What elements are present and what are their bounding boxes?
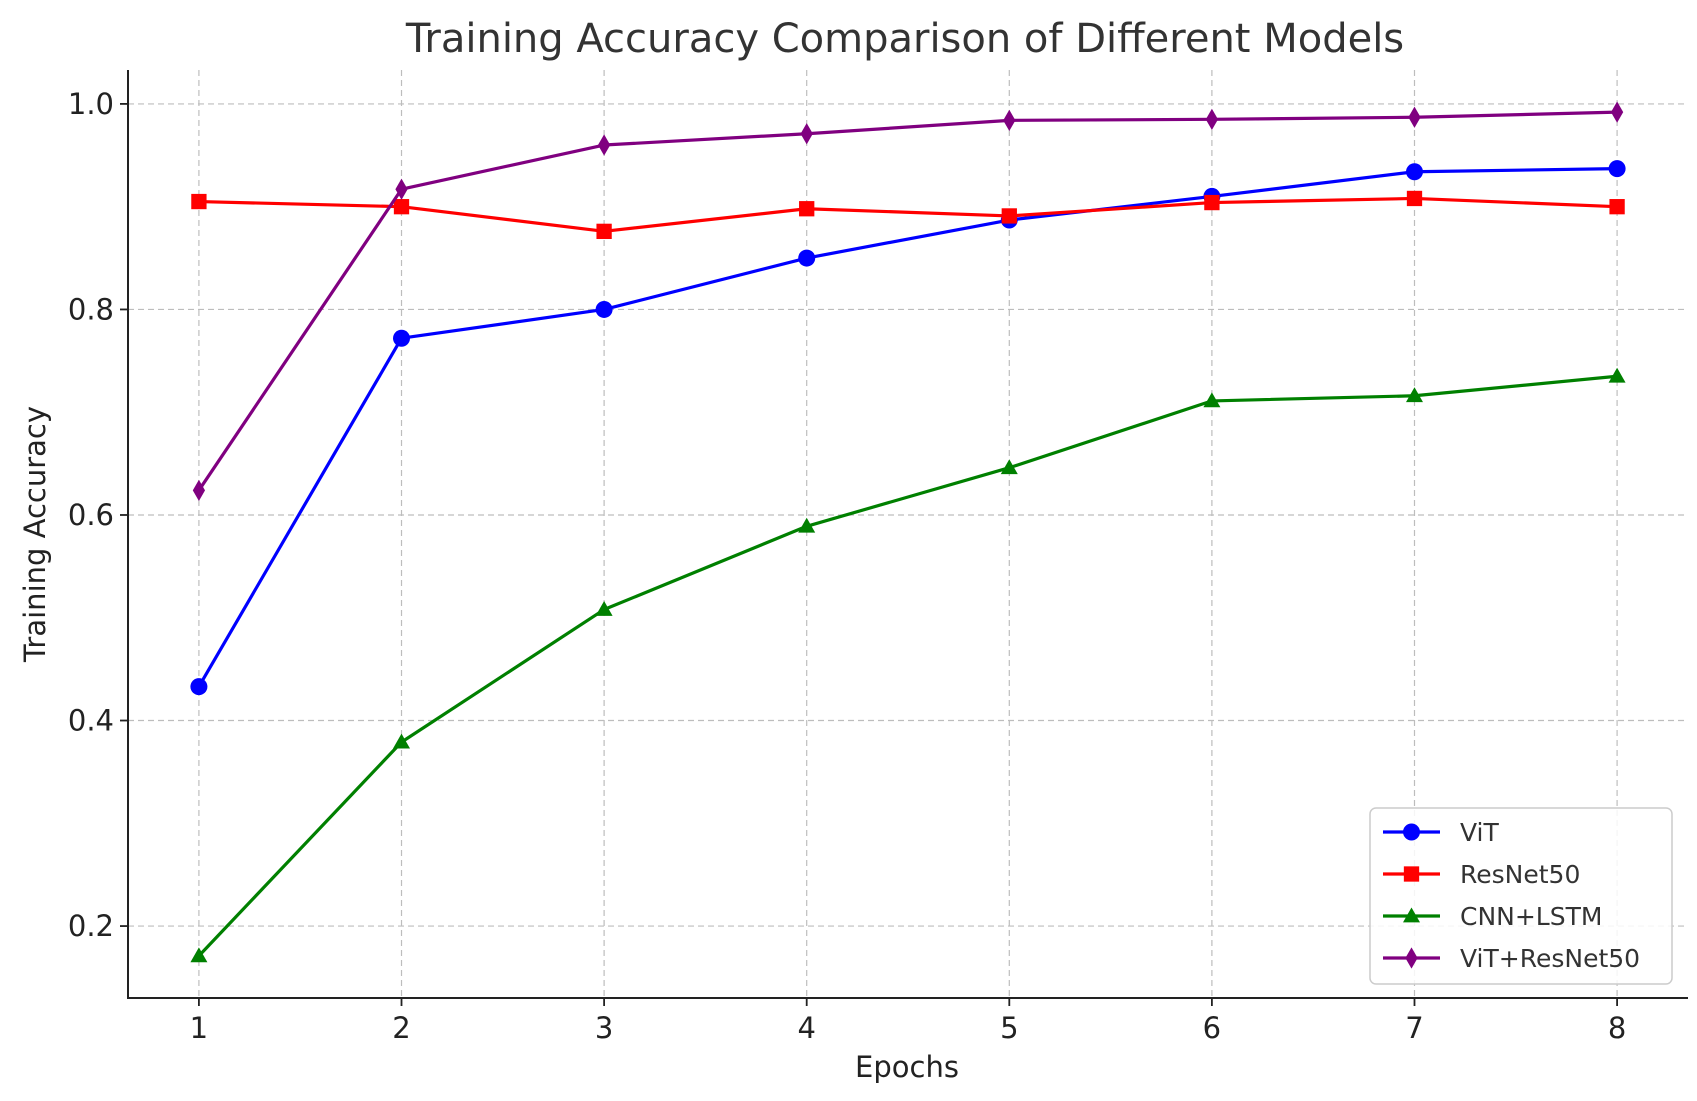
data-point-vit-resnet50 xyxy=(1003,109,1016,131)
data-point-cnn-lstm xyxy=(1000,459,1018,475)
data-point-cnn-lstm xyxy=(190,947,208,963)
data-point-cnn-lstm xyxy=(595,601,613,616)
grid xyxy=(128,70,1688,998)
x-tick-label: 6 xyxy=(1203,1011,1221,1045)
data-point-resnet50 xyxy=(191,193,207,210)
data-point-vit-resnet50 xyxy=(395,178,408,200)
data-point-vit xyxy=(1608,160,1626,178)
data-point-vit-resnet50 xyxy=(597,134,611,156)
legend-label: ResNet50 xyxy=(1460,860,1580,889)
x-axis-label: Epochs xyxy=(855,1050,959,1084)
data-point-vit-resnet50 xyxy=(1610,101,1624,123)
data-point-cnn-lstm xyxy=(1405,387,1423,403)
data-point-vit xyxy=(393,329,411,347)
legend-marker-resnet50 xyxy=(1403,866,1420,882)
legend-label: ViT xyxy=(1460,818,1499,847)
data-point-vit-resnet50 xyxy=(1408,106,1421,128)
x-tick-label: 7 xyxy=(1405,1011,1423,1045)
data-point-cnn-lstm xyxy=(393,733,411,749)
legend-item-vit-resnet50: ViT+ResNet50 xyxy=(1383,944,1640,973)
legend-item-vit: ViT xyxy=(1383,818,1499,847)
x-tick-label: 4 xyxy=(797,1011,815,1045)
legend-label: CNN+LSTM xyxy=(1460,902,1602,931)
x-tick-label: 5 xyxy=(1000,1011,1018,1045)
data-point-vit xyxy=(595,300,613,318)
data-point-resnet50 xyxy=(393,199,410,215)
data-point-vit xyxy=(798,249,816,267)
series-vit xyxy=(190,160,1626,696)
data-point-resnet50 xyxy=(799,201,815,217)
data-point-vit xyxy=(190,678,208,696)
y-tick-label: 0.8 xyxy=(68,292,114,326)
series-resnet50 xyxy=(191,190,1625,239)
legend-marker-cnn-lstm xyxy=(1403,907,1420,923)
series-line-vit xyxy=(197,167,1618,688)
legend-item-resnet50: ResNet50 xyxy=(1383,860,1580,889)
data-point-cnn-lstm xyxy=(798,517,816,533)
series-line-cnn-lstm xyxy=(197,374,1618,957)
series-cnn-lstm xyxy=(190,367,1626,963)
data-point-cnn-lstm xyxy=(1203,392,1221,408)
x-tick-label: 3 xyxy=(595,1011,613,1045)
legend-marker-vit-resnet50 xyxy=(1405,947,1418,969)
y-tick-label: 0.2 xyxy=(68,909,114,943)
x-tick-label: 2 xyxy=(392,1011,410,1045)
data-point-resnet50 xyxy=(596,223,612,239)
y-tick-label: 1.0 xyxy=(68,87,114,121)
legend-marker-vit xyxy=(1403,823,1420,841)
data-point-resnet50 xyxy=(1609,199,1625,215)
data-point-resnet50 xyxy=(1204,194,1220,211)
y-tick-label: 0.6 xyxy=(68,498,114,532)
x-tick-label: 8 xyxy=(1608,1011,1626,1045)
data-point-vit-resnet50 xyxy=(192,479,206,501)
y-axis-label: Training Accuracy xyxy=(18,406,52,663)
data-point-resnet50 xyxy=(1001,208,1017,224)
legend: ViT ResNet50 CNN+LSTM ViT+ResNet50 xyxy=(1369,807,1673,985)
series-line-resnet50 xyxy=(198,196,1618,233)
series-line-vit-resnet50 xyxy=(197,110,1618,492)
ticks: 1 2 3 4 5 6 7 8 0.2 0.4 0.6 0.8 1.0 xyxy=(68,87,1626,1045)
series-group xyxy=(190,101,1626,963)
legend-label: ViT+ResNet50 xyxy=(1460,944,1640,973)
legend-box xyxy=(1369,807,1673,985)
data-point-cnn-lstm xyxy=(1608,367,1626,383)
data-point-vit xyxy=(1405,163,1423,181)
legend-item-cnn-lstm: CNN+LSTM xyxy=(1383,902,1602,931)
axes xyxy=(127,70,1688,999)
data-point-vit-resnet50 xyxy=(1205,108,1219,130)
y-tick-label: 0.4 xyxy=(68,704,114,738)
chart-title: Training Accuracy Comparison of Differen… xyxy=(405,16,1404,62)
series-vit-resnet50 xyxy=(192,101,1624,501)
x-tick-label: 1 xyxy=(190,1011,208,1045)
data-point-vit-resnet50 xyxy=(800,123,813,145)
data-point-resnet50 xyxy=(1406,190,1423,207)
